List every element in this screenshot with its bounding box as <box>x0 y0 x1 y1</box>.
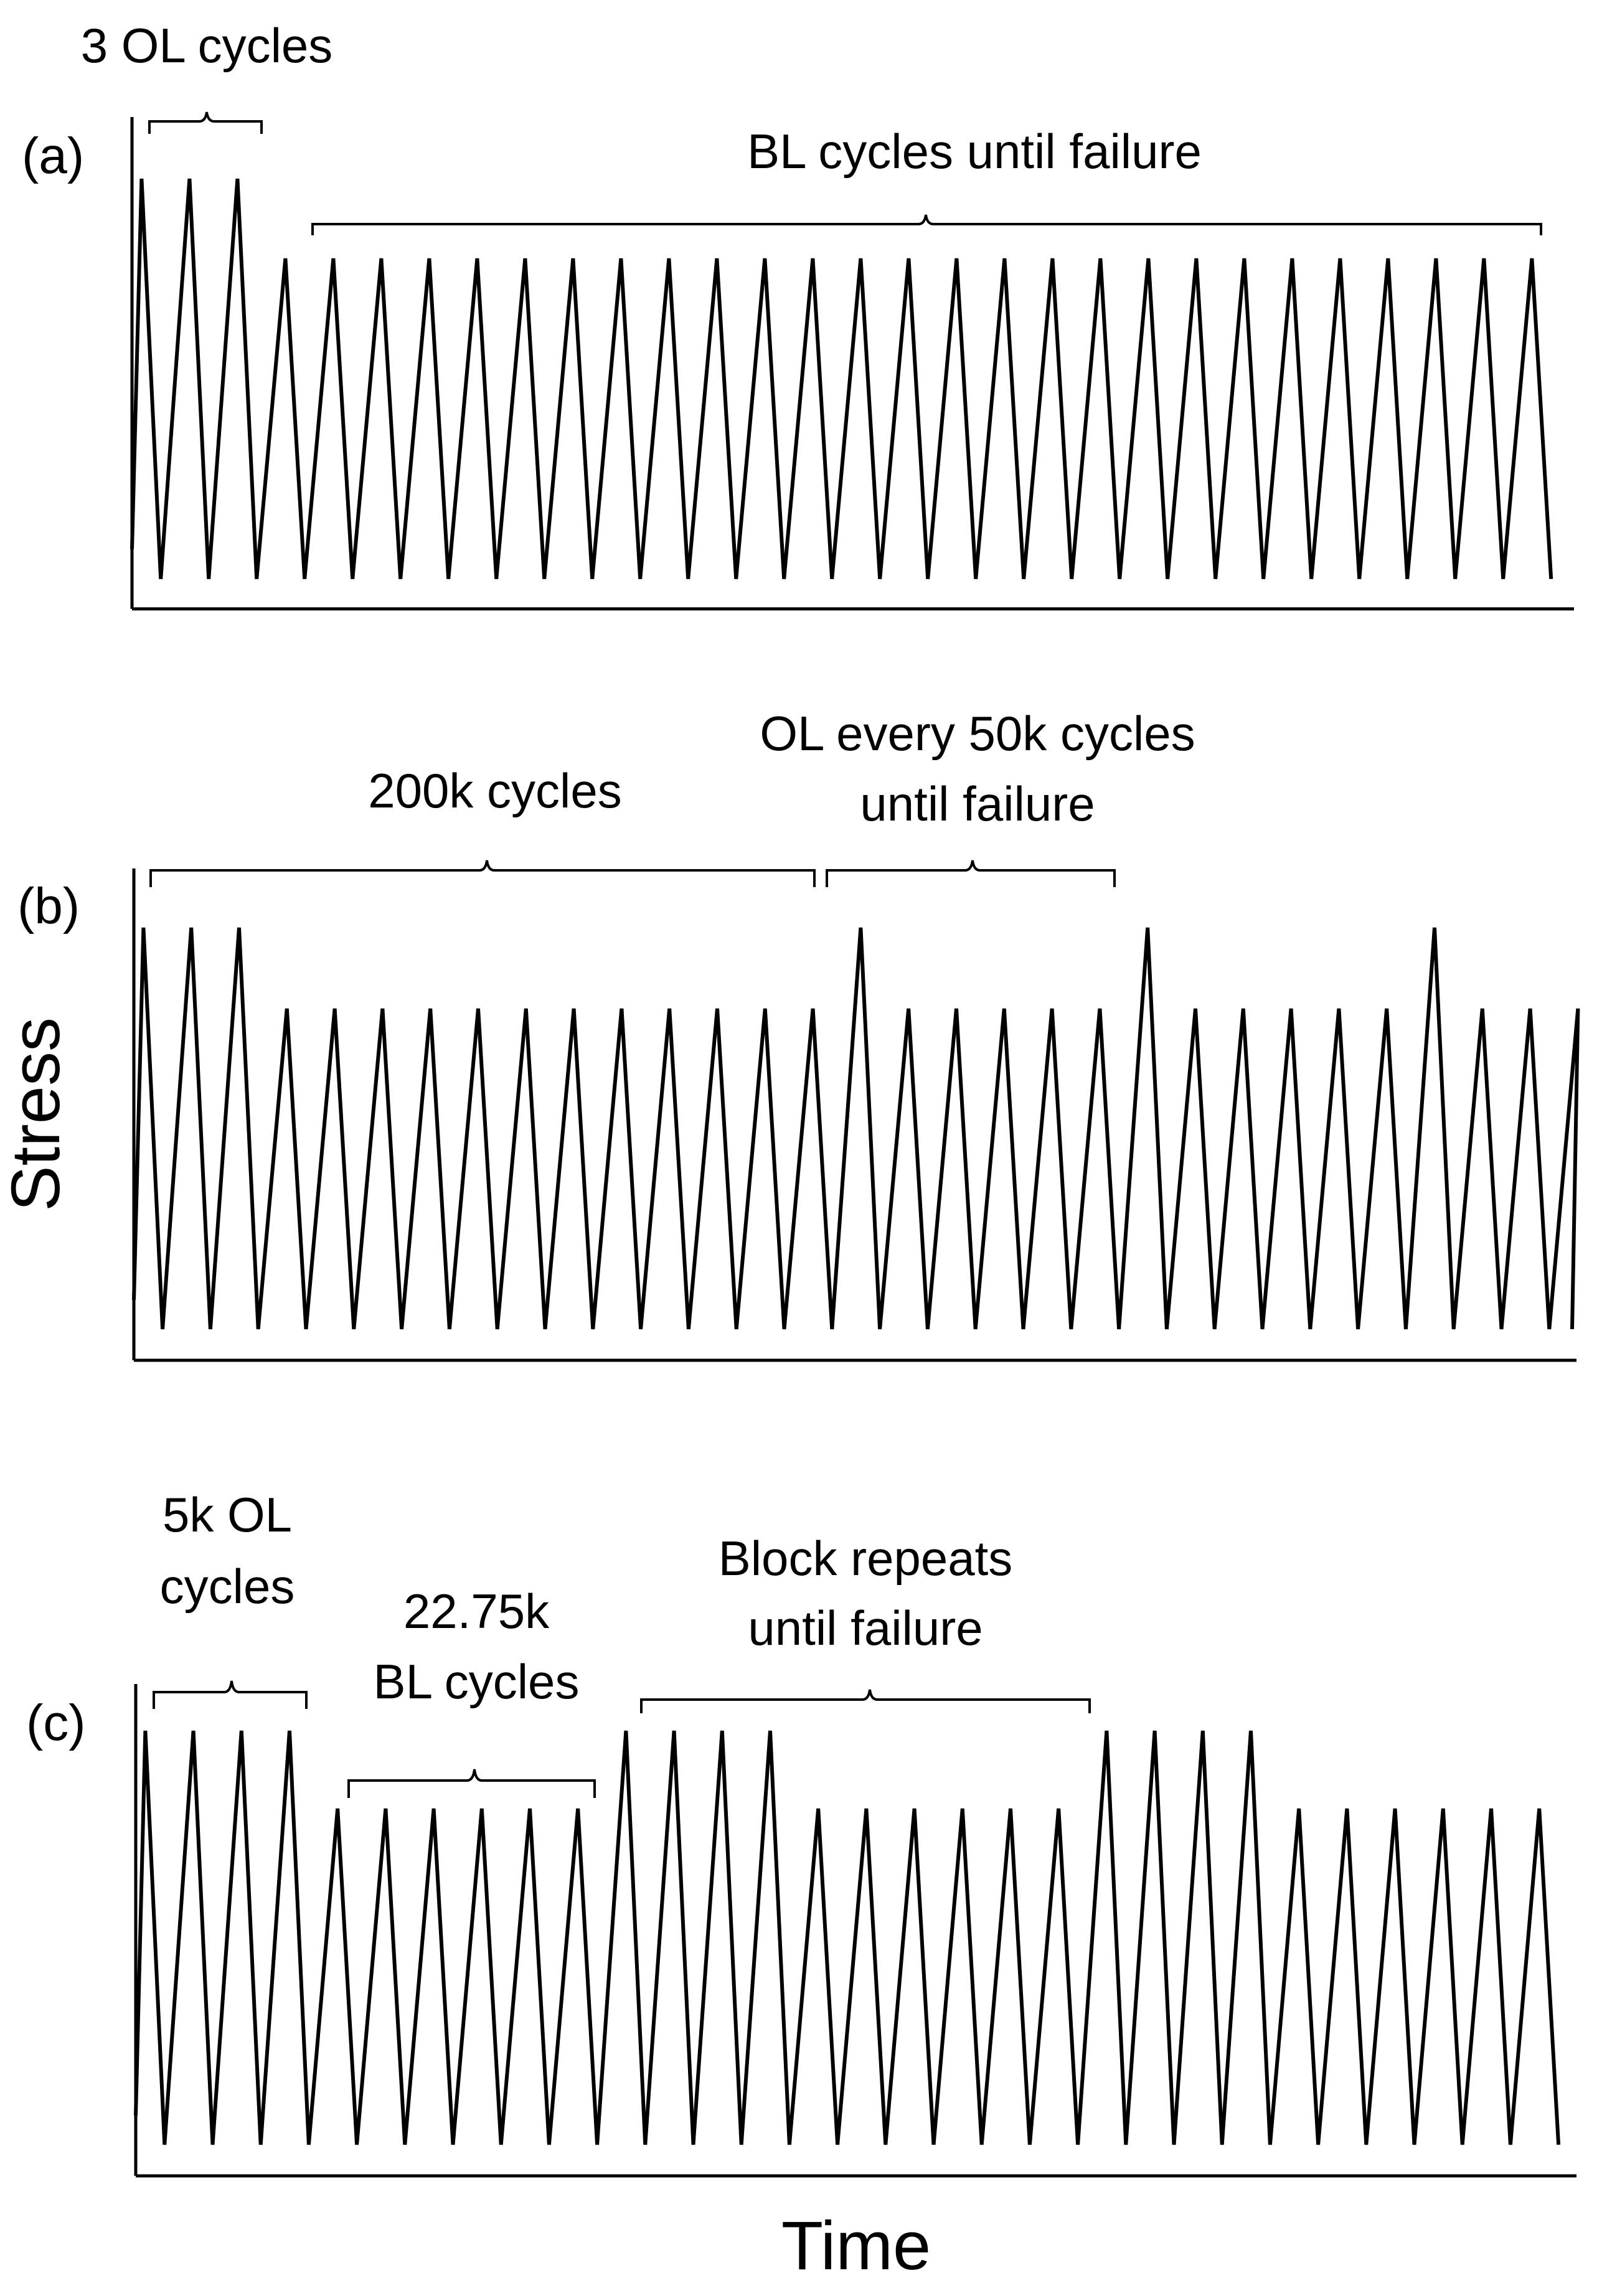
bracket-block-repeats <box>640 1689 1091 1713</box>
panel-a: (a) 3 OL cycles BL cycles until failure <box>22 18 1574 611</box>
annotation-bl-cycles-until-failure: BL cycles until failure <box>747 124 1202 179</box>
bracket-ol-every-50k <box>826 860 1116 887</box>
annotation-ol-every-50k-cycles: OL every 50k cycles <box>760 706 1195 761</box>
panel-c: (c) 5k OL cycles 22.75k BL cycles Block … <box>26 1487 1576 2178</box>
bracket-5k-ol-cycles <box>153 1680 308 1709</box>
annotation-200k-cycles: 200k cycles <box>368 763 622 818</box>
y-axis-label: Stress <box>0 1017 74 1212</box>
x-axis-label: Time <box>781 2208 931 2284</box>
bracket-3-ol-cycles <box>148 111 263 134</box>
annotation-5k-ol: 5k OL <box>163 1487 292 1542</box>
annotation-22-75k: 22.75k <box>403 1584 550 1639</box>
panel-b: (b) 200k cycles OL every 50k cycles unti… <box>17 706 1580 1362</box>
panel-c-stress-waveform <box>134 1730 1561 2145</box>
annotation-cycles-c: cycles <box>160 1559 295 1614</box>
annotation-3-ol-cycles: 3 OL cycles <box>81 18 333 73</box>
annotation-until-failure-c: until failure <box>748 1601 983 1655</box>
annotation-bl-cycles-c: BL cycles <box>374 1654 580 1709</box>
annotation-block-repeats: Block repeats <box>719 1531 1013 1586</box>
bracket-bl-cycles <box>311 214 1542 235</box>
panel-a-stress-waveform <box>130 178 1553 580</box>
bracket-200k-cycles <box>149 860 816 887</box>
panel-b-stress-waveform <box>132 927 1580 1330</box>
panel-label-c: (c) <box>26 1695 86 1751</box>
annotation-until-failure-b: until failure <box>860 776 1095 831</box>
panel-label-a: (a) <box>22 128 84 184</box>
panel-label-b: (b) <box>17 878 80 934</box>
bracket-22-75k-bl-cycles <box>347 1769 596 1798</box>
